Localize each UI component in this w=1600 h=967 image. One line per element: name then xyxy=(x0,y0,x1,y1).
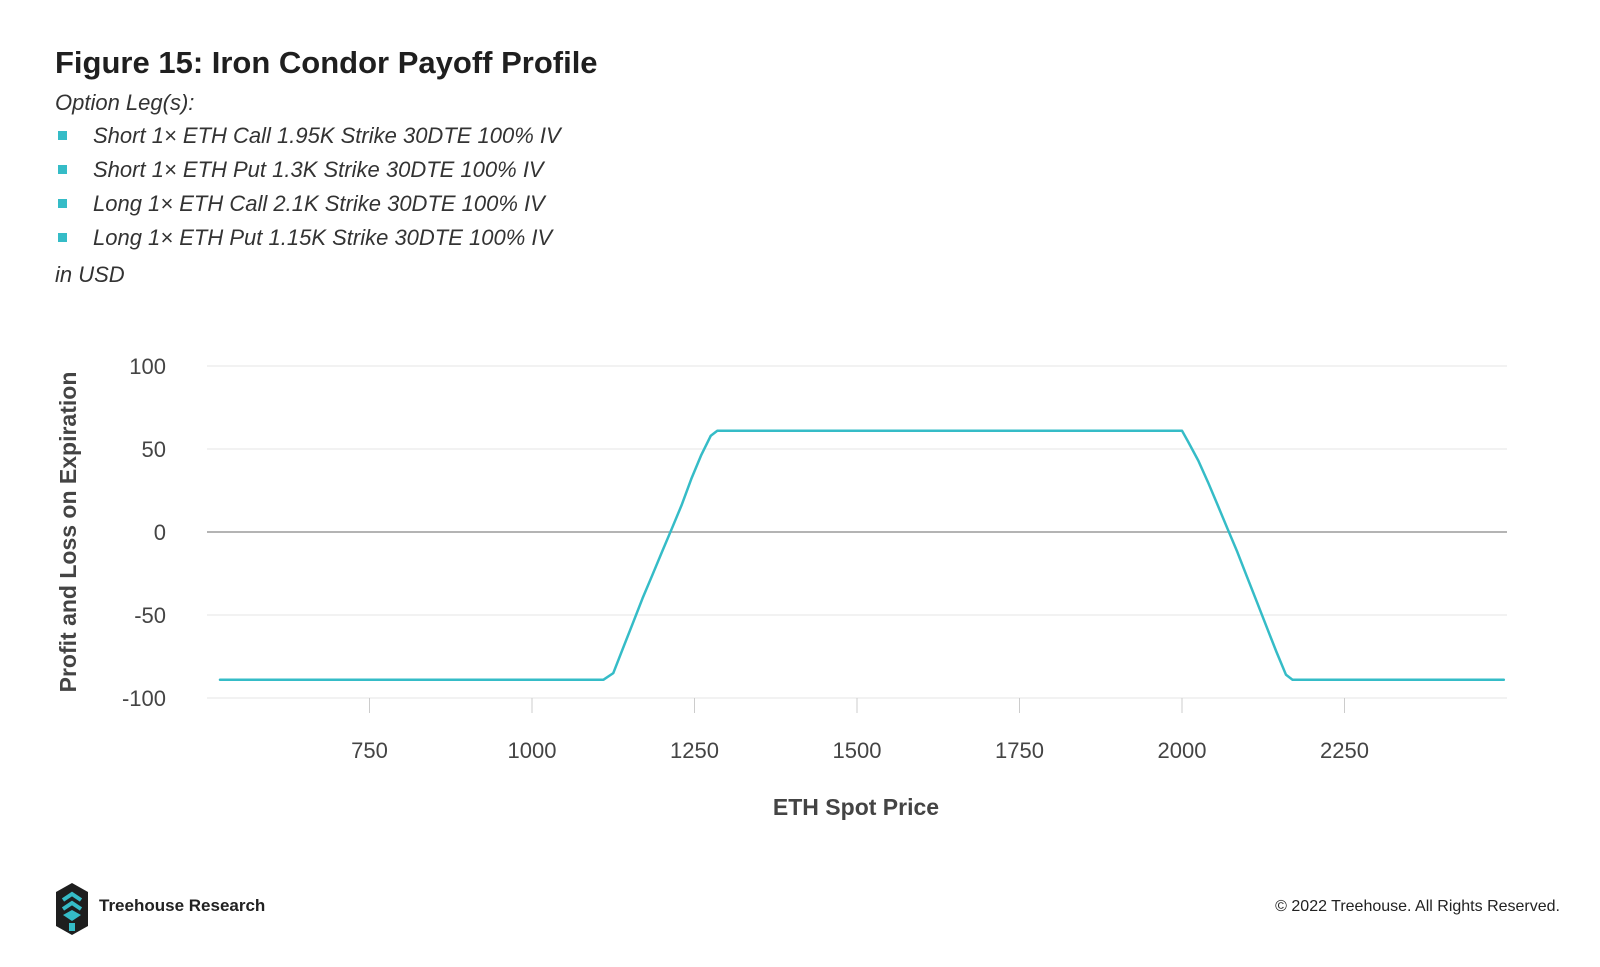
square-bullet-icon xyxy=(58,233,67,242)
y-tick-label: 50 xyxy=(142,437,166,462)
x-tick-label: 1500 xyxy=(833,738,882,763)
option-legs-list: Short 1× ETH Call 1.95K Strike 30DTE 100… xyxy=(55,123,561,259)
payoff-line xyxy=(218,429,1506,681)
option-leg-item: Short 1× ETH Call 1.95K Strike 30DTE 100… xyxy=(55,123,561,157)
unit-label: in USD xyxy=(55,262,125,287)
series-layer xyxy=(218,429,1506,681)
x-tick-label: 1750 xyxy=(995,738,1044,763)
option-leg-label: Long 1× ETH Call 2.1K Strike 30DTE 100% … xyxy=(93,191,545,216)
option-leg-item: Short 1× ETH Put 1.3K Strike 30DTE 100% … xyxy=(55,157,561,191)
square-bullet-icon xyxy=(58,199,67,208)
brand-name: Treehouse Research xyxy=(99,896,266,915)
y-tick-label: 100 xyxy=(129,354,166,379)
x-axis-tick-labels: 750 1000 1250 1500 1750 2000 2250 xyxy=(351,738,1369,763)
gridlines xyxy=(207,365,1507,699)
option-leg-label: Short 1× ETH Put 1.3K Strike 30DTE 100% … xyxy=(93,157,544,182)
y-axis-tick-labels: 100 50 0 -50 -100 xyxy=(122,354,166,711)
x-tick-label: 1250 xyxy=(670,738,719,763)
chart-subtitle: Option Leg(s): xyxy=(55,90,195,115)
x-axis-title: ETH Spot Price xyxy=(773,794,939,820)
x-tick-label: 750 xyxy=(351,738,388,763)
chart-title: Figure 15: Iron Condor Payoff Profile xyxy=(55,45,598,80)
x-axis-ticks xyxy=(207,697,1507,713)
x-tick-label: 1000 xyxy=(508,738,557,763)
square-bullet-icon xyxy=(58,131,67,140)
y-axis-title: Profit and Loss on Expiration xyxy=(55,372,81,693)
option-leg-item: Long 1× ETH Put 1.15K Strike 30DTE 100% … xyxy=(55,225,561,259)
copyright-notice: © 2022 Treehouse. All Rights Reserved. xyxy=(1275,898,1560,915)
option-leg-label: Long 1× ETH Put 1.15K Strike 30DTE 100% … xyxy=(93,225,553,250)
x-tick-label: 2000 xyxy=(1158,738,1207,763)
option-leg-label: Short 1× ETH Call 1.95K Strike 30DTE 100… xyxy=(93,123,561,148)
payoff-chart: 100 50 0 -50 -100 750 1000 1250 1500 1750 2000 225… xyxy=(55,354,1507,820)
y-tick-label: -50 xyxy=(134,603,166,628)
treehouse-logo-icon xyxy=(56,883,88,935)
x-tick-label: 2250 xyxy=(1320,738,1369,763)
square-bullet-icon xyxy=(58,165,67,174)
option-leg-item: Long 1× ETH Call 2.1K Strike 30DTE 100% … xyxy=(55,191,561,225)
y-tick-label: 0 xyxy=(154,520,166,545)
y-tick-label: -100 xyxy=(122,686,166,711)
